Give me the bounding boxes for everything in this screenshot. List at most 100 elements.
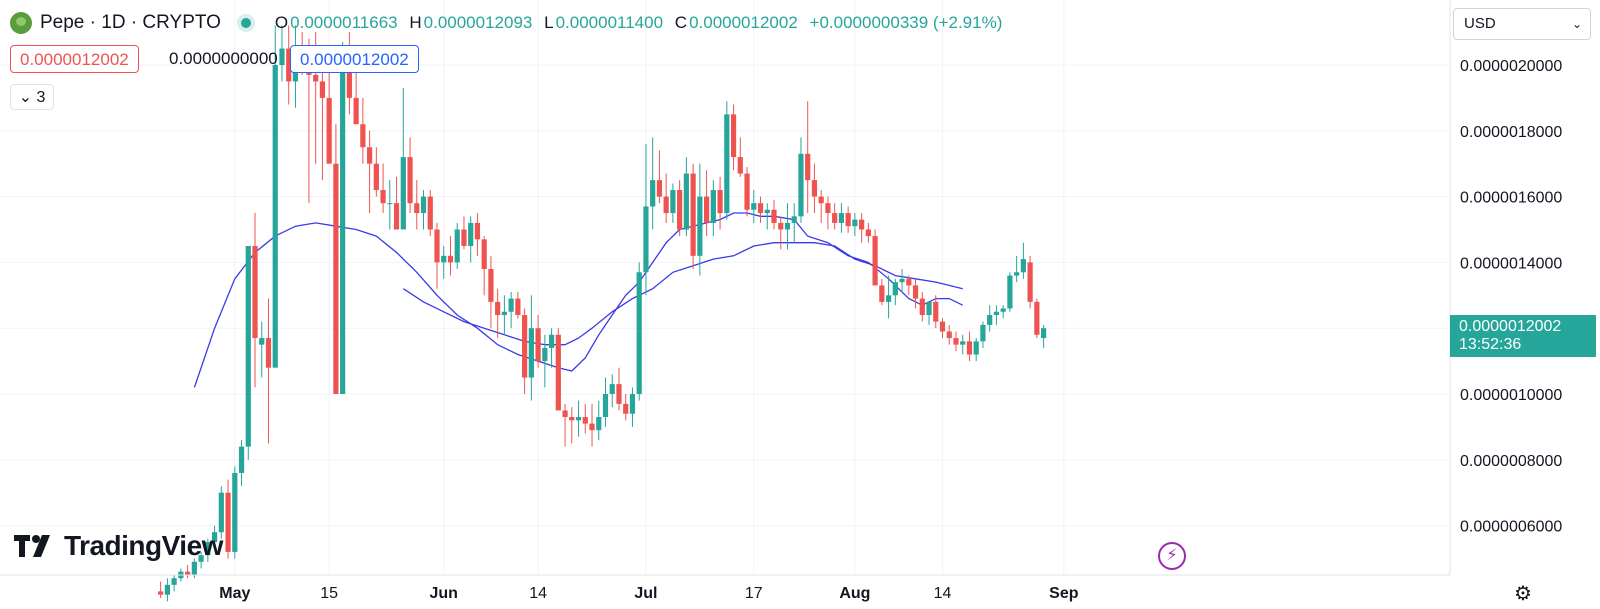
candle-body (629, 394, 636, 414)
candle-body (966, 341, 973, 355)
candle-body (515, 298, 521, 316)
candle (441, 245, 447, 279)
candle (508, 292, 514, 329)
candle (670, 183, 676, 223)
lightning-icon[interactable]: ⚡︎ (1158, 542, 1186, 570)
candle (906, 275, 912, 296)
candle (838, 203, 844, 233)
candle-body (771, 209, 777, 223)
candle-body (690, 173, 696, 256)
candle-body (791, 216, 797, 223)
price-tick-label: 0.0000020000 (1460, 58, 1562, 75)
candle (899, 268, 905, 293)
time-tick-label: Jul (634, 585, 657, 602)
candle (683, 157, 689, 237)
candle-body (1020, 259, 1026, 273)
candle-body (872, 236, 878, 286)
candle (892, 278, 898, 306)
candle (1007, 272, 1013, 312)
price-tick-label: 0.0000014000 (1460, 255, 1562, 272)
candle-body (205, 542, 211, 556)
candle (926, 301, 932, 325)
candle (569, 407, 575, 444)
candle-body (191, 561, 197, 575)
candle (960, 334, 966, 355)
candle-body (400, 157, 406, 230)
candle-body (623, 403, 629, 414)
settings-gear-icon[interactable]: ⚙ (1514, 583, 1532, 605)
candle (400, 88, 406, 230)
candle-body (319, 81, 326, 98)
candle (865, 222, 871, 243)
symbol-title[interactable]: Pepe · 1D · CRYPTO (40, 12, 221, 33)
time-tick-label: 14 (934, 585, 952, 602)
price-axis: 0.0000020000 0.0000018000 0.0000016000 0.00… (1460, 58, 1562, 536)
candle (939, 318, 946, 339)
candle (198, 551, 204, 569)
candle (987, 305, 993, 332)
candle (818, 190, 824, 223)
candle (185, 565, 191, 579)
candles (158, 25, 1047, 602)
candle-body (1027, 262, 1033, 302)
chevron-down-icon: ⌄ (1571, 17, 1582, 31)
candle-body (885, 295, 892, 302)
sell-button[interactable]: 0.0000012002 (10, 45, 139, 73)
candle-body (555, 334, 561, 411)
candle (1034, 298, 1040, 339)
candle-body (340, 48, 346, 395)
candle-body (225, 492, 231, 552)
candle-body (919, 298, 925, 316)
candle-body (724, 114, 730, 214)
candle-body (346, 48, 352, 98)
currency-value: USD (1464, 15, 1496, 32)
candle (218, 486, 224, 539)
candle (730, 104, 737, 171)
candle-body (569, 417, 575, 421)
buy-button[interactable]: 0.0000012002 (290, 45, 419, 73)
tradingview-logo[interactable]: TradingView (14, 528, 223, 564)
time-tick-label: Sep (1049, 585, 1079, 602)
candle-body (562, 410, 568, 418)
candle-body (784, 222, 791, 230)
candle (764, 203, 770, 230)
candle-body (474, 222, 481, 240)
candle (488, 255, 494, 329)
candle (805, 101, 811, 214)
candle-body (1000, 308, 1006, 312)
indicators-toggle-button[interactable]: ⌄ 3 (10, 84, 54, 110)
candle (474, 213, 481, 256)
candle-body (589, 423, 595, 431)
candle-body (454, 229, 460, 263)
candle (232, 466, 238, 559)
candle (495, 288, 501, 339)
candle (522, 308, 528, 394)
candle (778, 216, 784, 250)
time-tick-label: 15 (320, 585, 338, 602)
candle (677, 180, 683, 237)
candle (225, 479, 231, 559)
candle-body (447, 255, 454, 263)
candle-body (832, 213, 838, 223)
currency-select[interactable]: USD ⌄ (1453, 8, 1591, 40)
candle (832, 203, 838, 230)
candle-body (488, 268, 494, 302)
candle-body (609, 384, 615, 394)
candle-body (333, 163, 339, 394)
price-tick-label: 0.0000008000 (1460, 453, 1562, 470)
candle (535, 315, 541, 368)
candle (953, 331, 959, 352)
open-value: 0.0000011663 (290, 13, 398, 32)
ma-fast-line (193, 212, 963, 388)
candle (1020, 242, 1026, 279)
candle (980, 321, 986, 348)
candle-body (697, 196, 703, 256)
candle-body (859, 219, 865, 230)
candle-body (953, 338, 959, 345)
candle (461, 216, 467, 250)
candle (420, 190, 427, 230)
candle-body (757, 203, 764, 214)
price-tick-label: 0.0000010000 (1460, 387, 1562, 404)
candle-body (279, 48, 285, 65)
